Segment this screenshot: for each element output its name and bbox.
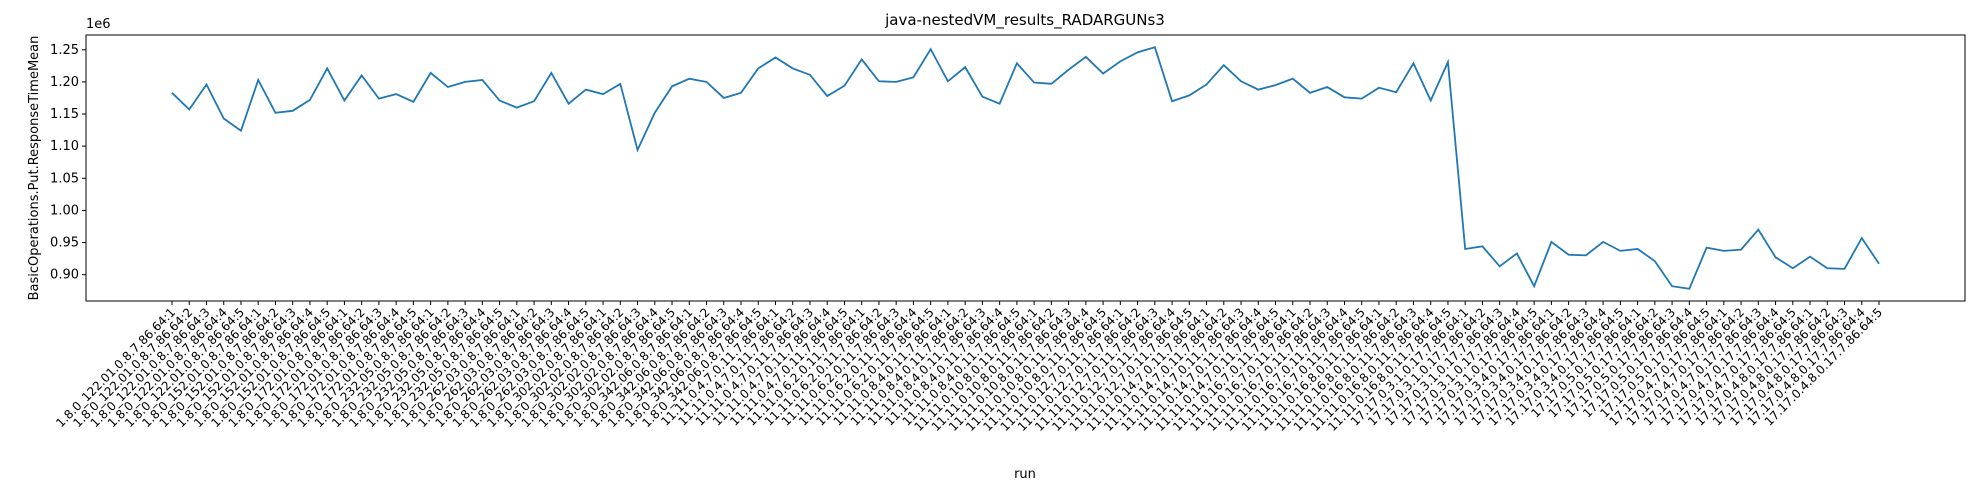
y-tick-label: 1.00: [50, 203, 79, 218]
offset-text: 1e6: [86, 17, 111, 32]
y-tick-label: 1.20: [50, 75, 79, 90]
y-tick-label: 1.05: [50, 171, 79, 186]
y-tick-label: 1.25: [50, 43, 79, 58]
data-line: [171, 46, 1880, 290]
y-tick-label: 1.15: [50, 107, 79, 122]
y-axis-label: BasicOperations.Put.ResponseTimeMean: [27, 36, 42, 301]
y-tick-label: 1.10: [50, 139, 79, 154]
x-axis-label: run: [1014, 467, 1036, 482]
y-tick-label: 0.95: [50, 236, 79, 251]
y-tick-label: 0.90: [50, 268, 79, 283]
chart-title: java-nestedVM_results_RADARGUNs3: [884, 11, 1165, 30]
axes-frame: [85, 34, 1966, 302]
